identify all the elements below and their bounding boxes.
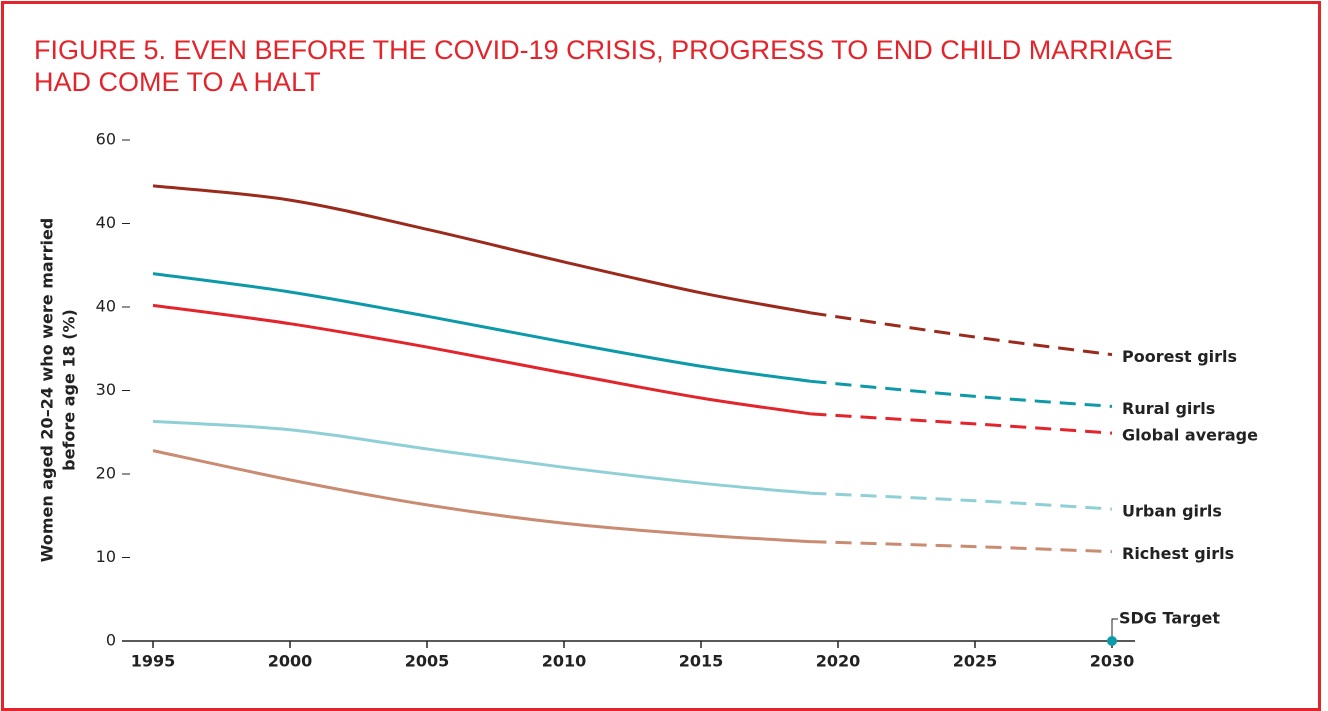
trend-line bbox=[152, 272, 811, 383]
y-axis-label: before age 18 (%) bbox=[60, 309, 79, 471]
series-label: Rural girls bbox=[1122, 399, 1215, 418]
trend-line bbox=[152, 449, 811, 544]
x-tick-label: 2005 bbox=[405, 652, 450, 671]
projection-line bbox=[810, 311, 1113, 357]
series-label: Urban girls bbox=[1122, 502, 1222, 521]
series-label: Global average bbox=[1122, 426, 1258, 445]
x-tick-label: 2010 bbox=[542, 652, 587, 671]
target-point bbox=[1107, 636, 1117, 646]
projection-line bbox=[810, 491, 1113, 511]
series-label: Richest girls bbox=[1122, 544, 1234, 563]
x-tick-label: 2015 bbox=[679, 652, 724, 671]
y-axis-label: Women aged 20–24 who were married bbox=[38, 218, 57, 563]
projection-line bbox=[810, 412, 1113, 435]
chart-title: FIGURE 5. EVEN BEFORE THE COVID-19 CRISI… bbox=[34, 35, 1173, 97]
y-tick-label: 40 bbox=[96, 297, 116, 316]
x-tick-label: 2000 bbox=[268, 652, 313, 671]
trend-line bbox=[152, 303, 811, 416]
trend-line bbox=[152, 184, 811, 315]
series-label: Poorest girls bbox=[1122, 347, 1237, 366]
y-tick-label: 40 bbox=[96, 213, 116, 232]
x-tick-label: 2030 bbox=[1090, 652, 1135, 671]
target-leader bbox=[1111, 618, 1118, 637]
projection-line bbox=[810, 540, 1113, 554]
y-tick-label: 60 bbox=[96, 130, 116, 149]
y-tick-label: 20 bbox=[96, 464, 116, 483]
projection-line bbox=[810, 379, 1113, 408]
target-label: SDG Target bbox=[1119, 609, 1220, 628]
y-tick-label: 10 bbox=[96, 547, 116, 566]
y-tick-label: 30 bbox=[96, 380, 116, 399]
x-tick-label: 1995 bbox=[131, 652, 176, 671]
x-tick-label: 2025 bbox=[953, 652, 998, 671]
trend-line bbox=[152, 419, 811, 495]
x-tick-label: 2020 bbox=[816, 652, 861, 671]
y-tick-label: 0 bbox=[106, 631, 116, 650]
